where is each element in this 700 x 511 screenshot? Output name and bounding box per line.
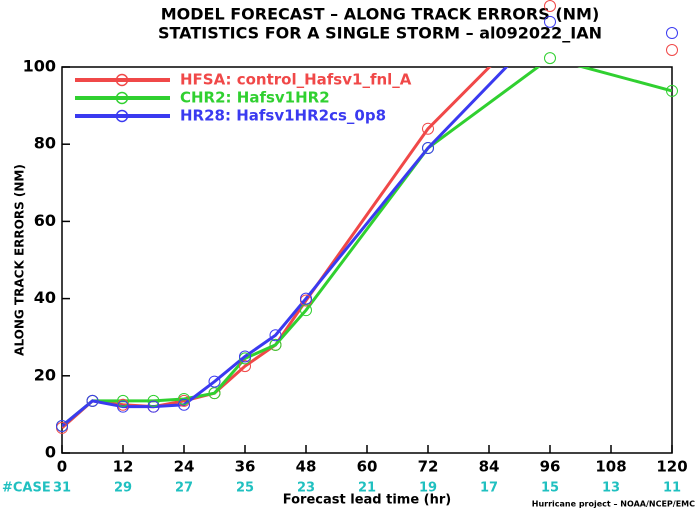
point-marker: [269, 329, 282, 342]
case-count: 15: [541, 481, 559, 496]
point-marker: [544, 15, 556, 28]
x-tick-label: 36: [235, 458, 256, 476]
point-marker: [422, 142, 434, 155]
y-tick-label: 40: [34, 288, 56, 307]
legend-label: CHR2: Hafsv1HR2: [180, 89, 330, 107]
point-marker: [300, 292, 312, 305]
x-tick-label: 72: [418, 458, 439, 476]
y-tick-label: 60: [34, 211, 56, 230]
point-marker: [269, 338, 282, 351]
point-marker: [56, 419, 68, 432]
x-tick-label: 0: [57, 458, 67, 476]
y-tick-label: 0: [45, 443, 56, 462]
y-tick-label: 20: [34, 365, 56, 384]
x-tick-label: 120: [656, 458, 687, 476]
point-marker: [666, 44, 678, 57]
x-tick-label: 108: [595, 458, 626, 476]
case-count: 27: [175, 481, 193, 496]
legend-label: HR28: Hafsv1HR2cs_0p8: [180, 107, 386, 125]
case-count: 17: [480, 481, 498, 496]
point-marker: [178, 392, 190, 405]
point-marker: [86, 394, 99, 407]
point-marker: [147, 400, 160, 413]
y-tick-label: 80: [34, 134, 56, 153]
y-axis-label: ALONG TRACK ERRORS (NM): [13, 164, 27, 356]
x-tick-label: 24: [174, 458, 195, 476]
case-count: 31: [53, 481, 71, 496]
x-tick-label: 48: [296, 458, 317, 476]
point-marker: [239, 360, 251, 373]
legend-marker: [115, 91, 129, 105]
x-tick-label: 12: [113, 458, 134, 476]
y-tick-label: 100: [23, 57, 56, 76]
case-count: 25: [236, 481, 254, 496]
legend-marker: [115, 73, 129, 87]
case-count: 23: [297, 481, 315, 496]
plot-lines: [62, 67, 672, 430]
case-count: 19: [419, 481, 437, 496]
point-marker: [208, 375, 221, 388]
chart-subtitle: STATISTICS FOR A SINGLE STORM – al092022…: [158, 24, 602, 43]
x-tick-label: 96: [540, 458, 561, 476]
case-count: 11: [663, 481, 681, 496]
point-marker: [117, 400, 129, 413]
chart-title: MODEL FORECAST – ALONG TRACK ERRORS (NM): [161, 5, 600, 24]
point-marker: [178, 398, 190, 411]
point-marker: [117, 394, 129, 407]
series-line: [62, 67, 492, 430]
point-marker: [544, 0, 556, 13]
legend-marker: [115, 109, 129, 123]
case-count: 21: [358, 481, 376, 496]
x-tick-label: 84: [479, 458, 500, 476]
case-count: 29: [114, 481, 132, 496]
point-marker: [208, 387, 221, 400]
x-tick-label: 60: [357, 458, 378, 476]
footnote: Hurricane project – NOAA/NCEP/EMC: [532, 500, 695, 509]
legend-label: HFSA: control_Hafsv1_fnl_A: [180, 71, 412, 89]
point-marker: [239, 350, 251, 363]
x-axis-label: Forecast lead time (hr): [283, 493, 451, 508]
point-marker: [422, 122, 434, 135]
point-marker: [147, 394, 160, 407]
case-count: 13: [602, 481, 620, 496]
point-marker: [300, 304, 312, 317]
case-label: #CASE: [2, 481, 51, 496]
point-marker: [666, 27, 678, 40]
point-marker: [666, 84, 678, 97]
point-marker: [544, 52, 556, 65]
